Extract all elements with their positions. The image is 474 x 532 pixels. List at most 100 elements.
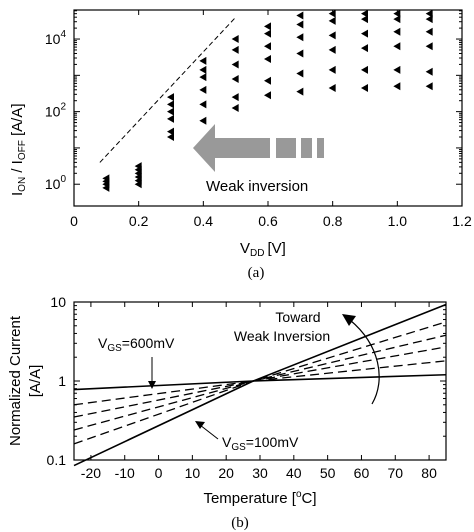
x-tick-label: -10 — [115, 465, 135, 481]
x-tick-label: 1.2 — [452, 213, 472, 229]
data-point — [264, 22, 271, 31]
data-point — [425, 27, 433, 36]
data-point — [167, 107, 174, 116]
data-point — [328, 31, 336, 40]
data-point — [328, 9, 336, 18]
series-line — [73, 360, 447, 406]
x-tick-label: 70 — [387, 465, 403, 481]
caption-a: (a) — [248, 265, 265, 281]
x-tick-label: 0 — [70, 213, 78, 229]
data-point — [264, 42, 271, 51]
data-point — [328, 65, 336, 74]
y-tick-label: 0.1 — [47, 452, 67, 468]
vgs-100-label: VGS=100mV — [222, 434, 299, 453]
data-point — [425, 15, 433, 24]
series-line — [73, 346, 447, 418]
panel-a: Weak inversion 0 0.2 0.4 0.6 0.8 1.0 1.2 10010… — [9, 9, 472, 281]
panel-b-x-tick-labels: -20 -10 0 10 20 30 40 50 60 70 80 — [81, 465, 437, 481]
curved-arrow — [349, 319, 380, 405]
data-point — [134, 162, 142, 171]
caption-b: (b) — [231, 515, 249, 531]
panel-b-y-axis-label: Normalized Current — [7, 315, 24, 446]
panel-b-y-axis-unit: [A/A] — [27, 365, 44, 398]
data-point — [264, 55, 271, 63]
data-point — [199, 100, 207, 109]
data-point — [296, 20, 304, 29]
panel-a-x-axis-label: VDD [V] — [240, 240, 286, 259]
panel-b-x-axis-label: Temperature [oC] — [203, 489, 316, 507]
x-tick-label: 1.0 — [388, 213, 408, 229]
data-point — [167, 100, 174, 109]
panel-a-ticks — [73, 10, 463, 206]
data-point — [425, 42, 433, 51]
panel-b: -20 -10 0 10 20 30 40 50 60 70 80 0.1 1 10 Toward We… — [7, 294, 447, 531]
data-point — [199, 56, 207, 65]
data-point — [361, 15, 368, 24]
panel-b-y-tick-labels: 0.1 1 10 — [47, 294, 67, 468]
data-point — [393, 65, 401, 74]
vgs-600-pointer-head — [148, 381, 156, 389]
data-point — [425, 82, 433, 91]
x-tick-label: 0.2 — [129, 213, 149, 229]
data-point — [296, 33, 304, 42]
data-point — [393, 9, 401, 18]
data-point — [393, 27, 401, 36]
trend-line — [99, 16, 237, 163]
data-point — [264, 91, 271, 100]
panel-a-x-tick-labels: 0 0.2 0.4 0.6 0.8 1.0 1.2 — [70, 213, 472, 229]
x-tick-label: -20 — [81, 465, 101, 481]
data-point — [199, 116, 207, 125]
data-point — [425, 9, 433, 18]
data-point — [102, 174, 110, 183]
data-point — [199, 65, 207, 74]
series-line — [73, 373, 447, 391]
data-point — [231, 104, 239, 112]
data-point — [167, 93, 174, 102]
data-point — [231, 60, 239, 69]
data-point — [361, 9, 368, 18]
data-point — [328, 16, 336, 25]
vgs-600-label: VGS=600mV — [98, 335, 175, 354]
panel-a-y-tick-labels: 100 102 104 — [45, 29, 67, 192]
data-point — [296, 87, 304, 96]
y-tick-label: 102 — [45, 102, 67, 120]
data-point — [361, 65, 368, 74]
x-tick-label: 0.4 — [194, 213, 214, 229]
data-point — [199, 85, 207, 94]
data-point — [167, 133, 174, 142]
toward-label: Toward — [275, 309, 320, 325]
x-tick-label: 80 — [421, 465, 437, 481]
panel-a-markers — [102, 9, 433, 192]
data-point — [361, 29, 368, 38]
data-point — [264, 29, 271, 38]
y-tick-label: 104 — [45, 29, 67, 47]
x-tick-label: 20 — [218, 465, 234, 481]
data-point — [393, 15, 401, 24]
data-point — [264, 76, 271, 85]
vgs-100-pointer — [199, 424, 219, 440]
data-point — [231, 93, 239, 102]
x-tick-label: 10 — [185, 465, 201, 481]
curved-arrow-head — [342, 314, 356, 326]
panel-a-y-axis-label: ION / IOFF [A/A] — [9, 103, 28, 196]
data-point — [361, 84, 368, 93]
panel-b-ticks — [74, 301, 446, 461]
y-tick-label: 10 — [50, 294, 66, 310]
data-point — [231, 74, 239, 83]
x-tick-label: 40 — [286, 465, 302, 481]
series-line — [73, 303, 447, 467]
x-tick-label: 30 — [252, 465, 268, 481]
y-tick-label: 1 — [58, 373, 66, 389]
data-point — [296, 49, 304, 58]
data-point — [167, 127, 174, 136]
vgs-100-pointer-head — [195, 421, 205, 429]
x-tick-label: 50 — [320, 465, 336, 481]
y-tick-label: 100 — [45, 174, 67, 192]
x-tick-label: 0.6 — [258, 213, 278, 229]
weak-inversion-label: Weak inversion — [206, 178, 308, 195]
data-point — [296, 11, 304, 20]
data-point — [328, 45, 336, 54]
data-point — [167, 114, 174, 123]
data-point — [199, 73, 207, 82]
